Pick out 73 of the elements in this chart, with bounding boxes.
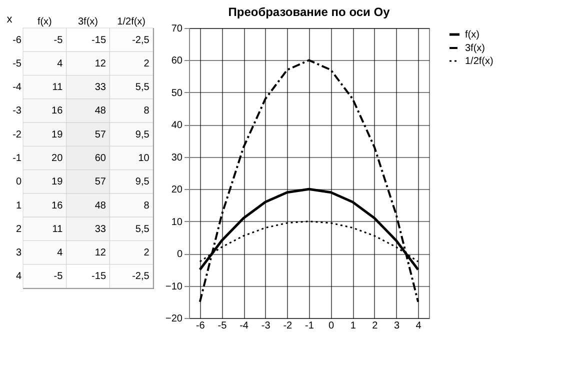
x-tick-label: -2 (283, 320, 293, 332)
data-label: 11 (52, 82, 64, 94)
data-label: 8 (144, 200, 150, 212)
data-label: 5,5 (135, 82, 150, 94)
x-tick-label: -4 (240, 320, 249, 332)
data-label: -5 (54, 271, 64, 282)
y-tick-label: 0 (176, 249, 183, 260)
x-tick-label: 2 (372, 320, 378, 332)
y-tick-label: -4 (12, 82, 22, 94)
y-tick-label: 3 (16, 248, 22, 259)
x-tick-label: 1/2f(x) (117, 16, 146, 28)
y-tick-label: −10 (166, 281, 183, 292)
data-label: 11 (52, 224, 64, 235)
y-tick-label: -6 (12, 34, 22, 46)
y-tick-label: 20 (171, 184, 183, 196)
data-label: 48 (94, 106, 106, 117)
x-tick-label: f(x) (37, 16, 52, 28)
y-tick-label: 50 (171, 88, 183, 99)
x-tick-label: -1 (305, 320, 314, 332)
y-tick-label: 4 (16, 271, 22, 282)
y-axis-title: x (6, 14, 13, 26)
y-tick-label: 0 (16, 176, 22, 188)
data-label: 8 (144, 106, 150, 117)
x-tick-label: -5 (218, 320, 228, 332)
y-tick-label: 70 (171, 24, 183, 34)
data-label: 9,5 (135, 176, 150, 188)
y-tick-label: 2 (16, 224, 22, 235)
y-tick-label: -5 (12, 58, 22, 70)
x-tick-label: 4 (416, 320, 422, 332)
data-label: 12 (94, 248, 106, 259)
data-label: -2,5 (132, 34, 150, 46)
data-label: 60 (94, 153, 106, 164)
x-tick-label: -3 (261, 320, 271, 332)
y-tick-label: −20 (166, 314, 183, 324)
data-label: 10 (138, 153, 150, 164)
y-tick-label: -1 (12, 153, 22, 164)
y-tick-label: 1 (16, 200, 22, 212)
legend-label: f(x) (465, 30, 480, 40)
y-tick-label: 30 (171, 152, 183, 164)
x-tick-label: 1 (350, 320, 356, 332)
legend-label: 3f(x) (465, 43, 485, 54)
x-tick-label: 0 (328, 320, 335, 332)
data-label: 12 (94, 58, 106, 70)
data-label: -2,5 (132, 271, 150, 282)
data-label: 19 (52, 176, 64, 188)
data-label: 48 (94, 200, 106, 212)
data-label: 57 (94, 176, 106, 188)
data-label: -5 (54, 34, 64, 46)
x-tick-label: -6 (196, 320, 206, 332)
y-tick-label: 60 (171, 56, 183, 67)
data-label: 33 (94, 224, 106, 235)
data-label: -15 (92, 34, 106, 46)
x-tick-label: 3f(x) (78, 16, 98, 28)
data-label: 16 (52, 200, 64, 212)
x-tick-label: 3 (394, 320, 400, 332)
data-label: 57 (94, 129, 106, 140)
data-label: -15 (92, 271, 106, 282)
y-tick-label: 40 (171, 120, 183, 132)
data-label: 33 (94, 82, 106, 94)
y-tick-label: 10 (171, 216, 183, 228)
y-tick-label: -3 (12, 106, 22, 117)
chart-title: Преобразование по оси Oy (228, 5, 390, 19)
data-label: 9,5 (135, 129, 150, 140)
data-label: 4 (57, 58, 64, 70)
data-label: 2 (144, 58, 150, 70)
data-label: 19 (52, 129, 64, 140)
legend-label: 1/2f(x) (465, 56, 494, 67)
data-label: 4 (57, 248, 64, 259)
data-label: 5,5 (135, 224, 150, 235)
data-label: 20 (52, 153, 64, 164)
data-label: 16 (52, 106, 64, 117)
data-label: 2 (144, 248, 150, 259)
y-tick-label: -2 (12, 129, 22, 140)
